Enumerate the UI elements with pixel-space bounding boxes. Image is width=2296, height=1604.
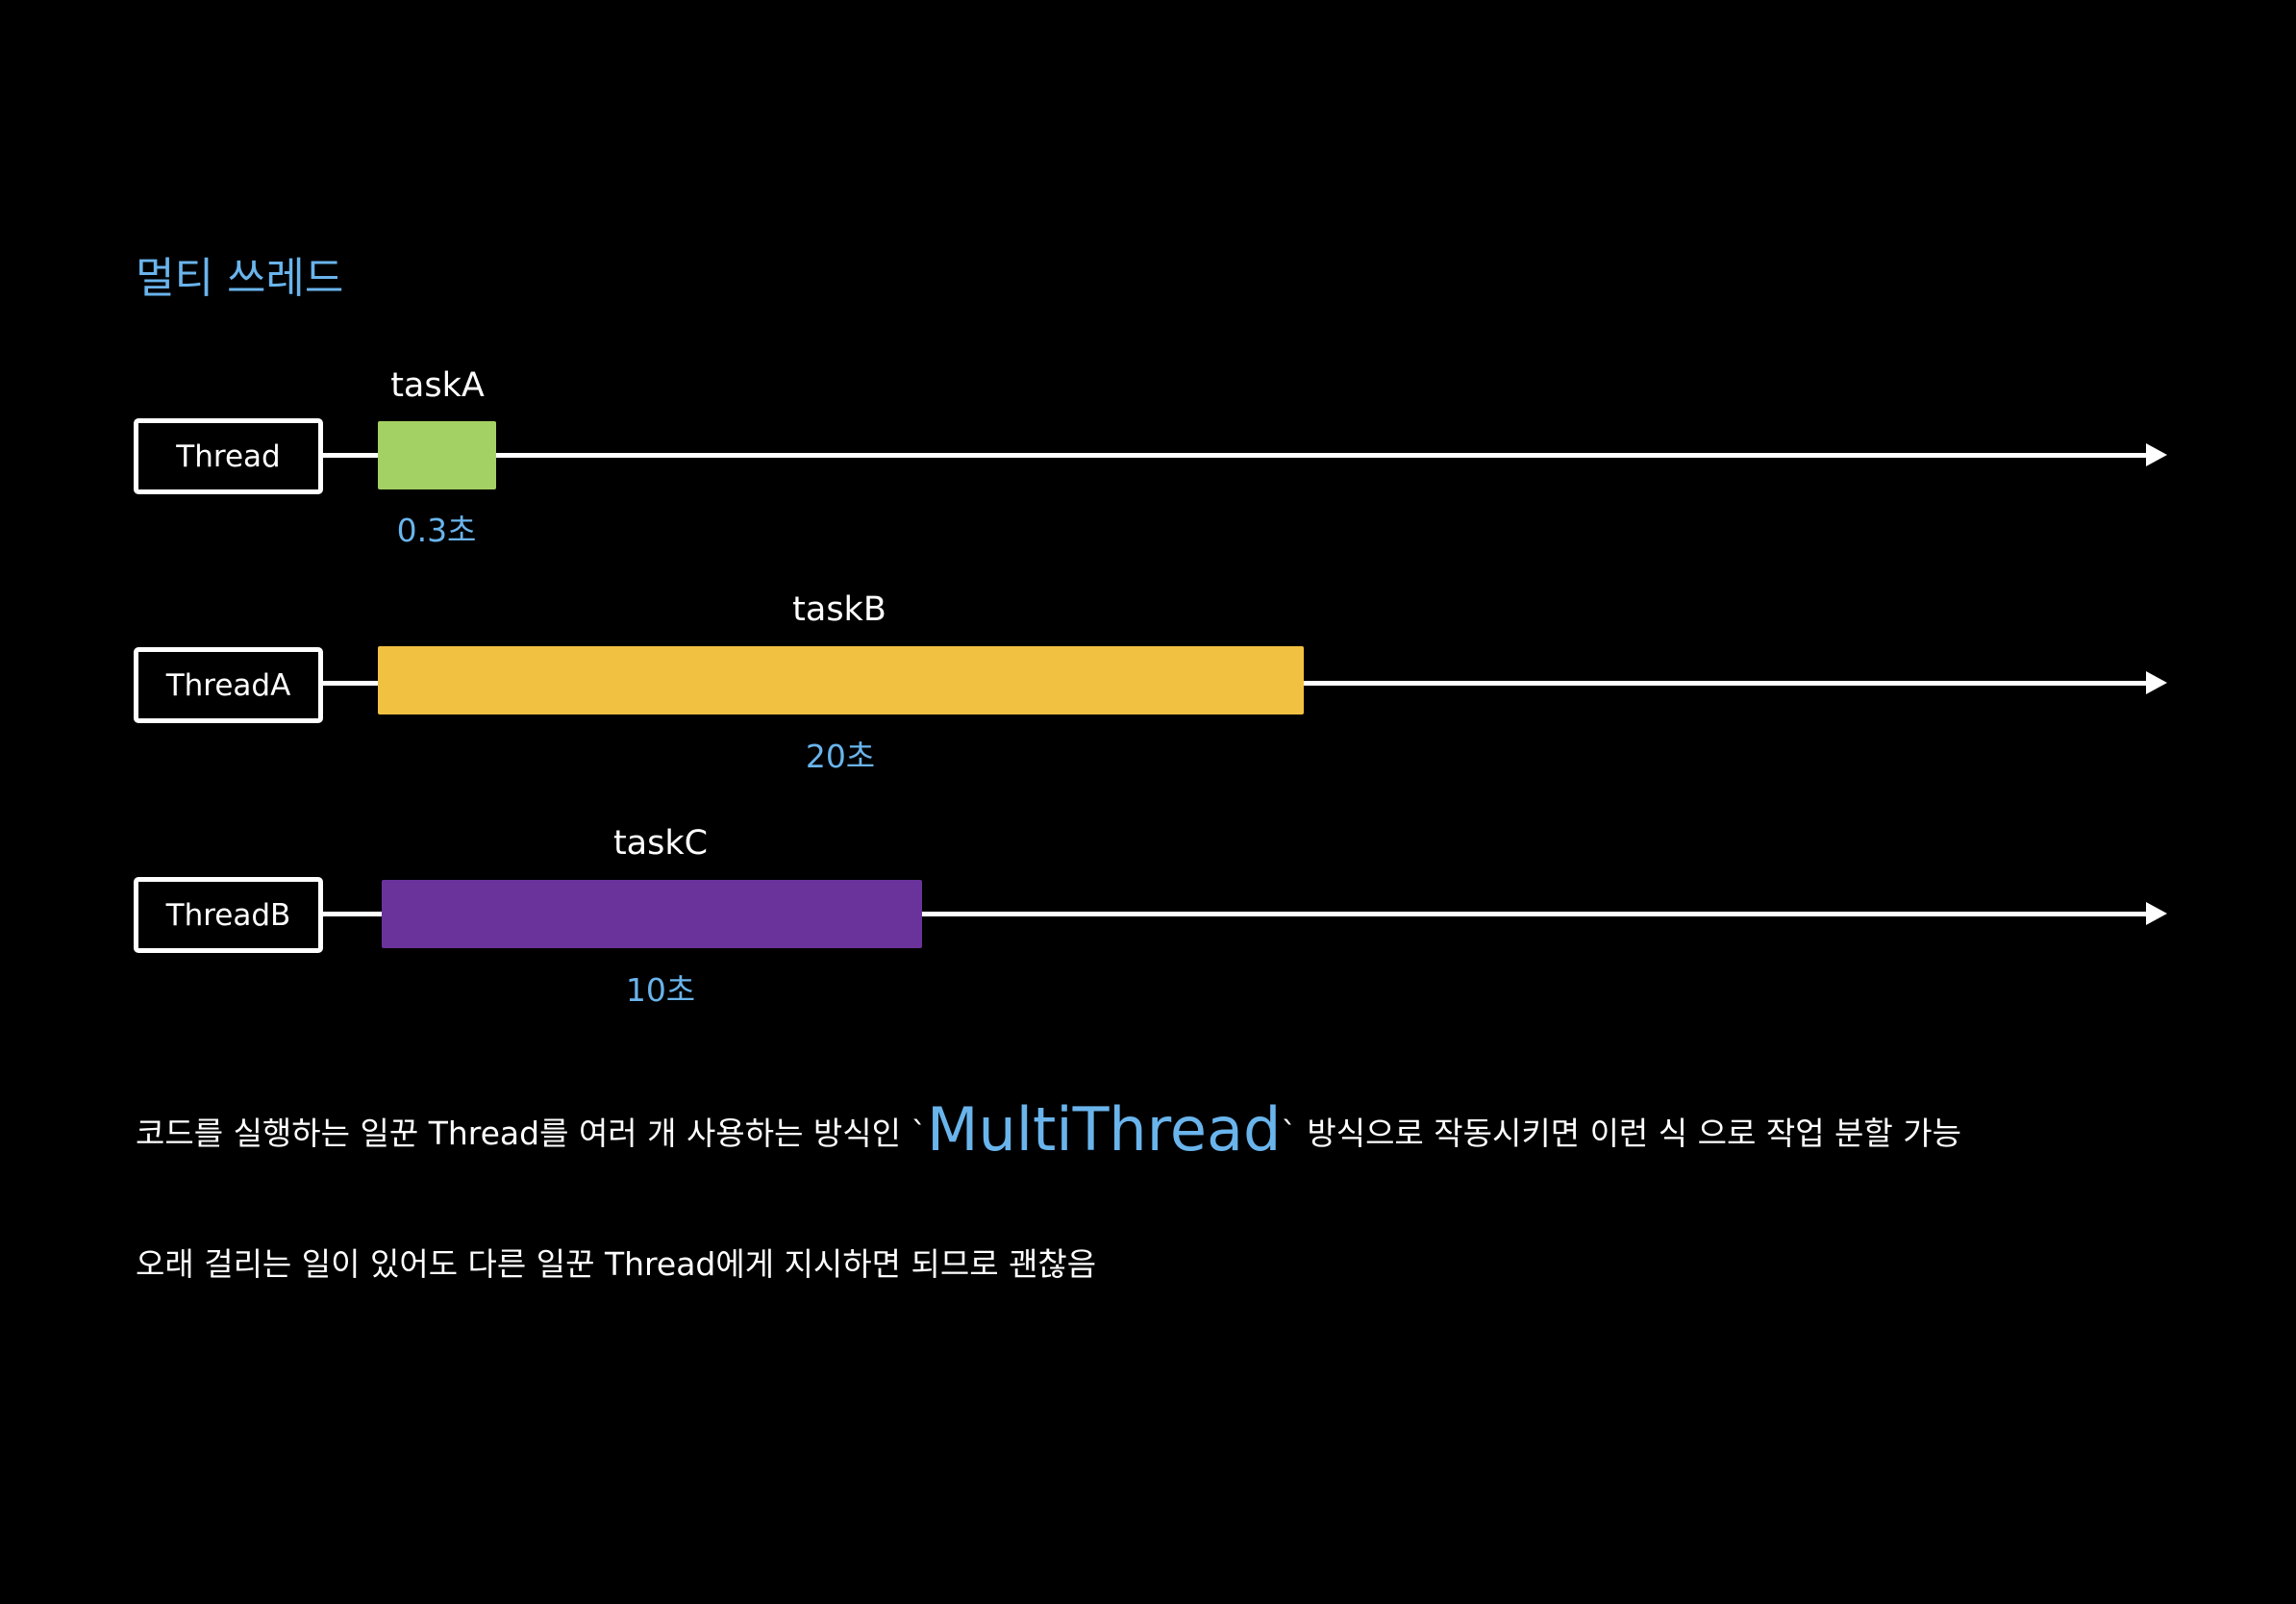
task-bar-taskA: [378, 421, 496, 489]
description-text: 코드를 실행하는 일꾼 Thread를 여러 개 사용하는 방식인 `: [136, 1115, 928, 1152]
duration-label: 0.3초: [396, 512, 477, 549]
description-line-2: 오래 걸리는 일이 있어도 다른 일꾼 Thread에게 지시하면 되므로 괜찮…: [136, 1245, 1097, 1283]
thread-box: ThreadA: [134, 647, 323, 723]
timeline-line: [323, 912, 2150, 916]
duration-label: 20초: [805, 738, 876, 775]
task-label: taskB: [792, 590, 886, 629]
multithread-highlight: MultiThread: [927, 1094, 1282, 1165]
arrowhead-icon: [2146, 902, 2167, 925]
diagram-title: 멀티 쓰레드: [136, 254, 344, 303]
task-bar-taskC: [382, 880, 922, 948]
timeline-line: [323, 453, 2150, 458]
arrowhead-icon: [2146, 671, 2167, 694]
thread-box: Thread: [134, 418, 323, 494]
task-bar-taskB: [378, 646, 1304, 714]
description-line-1: 코드를 실행하는 일꾼 Thread를 여러 개 사용하는 방식인 `Multi…: [136, 1096, 1961, 1167]
arrowhead-icon: [2146, 443, 2167, 466]
task-label: taskA: [390, 366, 485, 405]
thread-box: ThreadB: [134, 877, 323, 953]
description-text: ` 방식으로 작동시키면 이런 식 으로 작업 분할 가능: [1281, 1115, 1961, 1152]
task-label: taskC: [612, 824, 709, 863]
duration-label: 10초: [625, 971, 696, 1009]
